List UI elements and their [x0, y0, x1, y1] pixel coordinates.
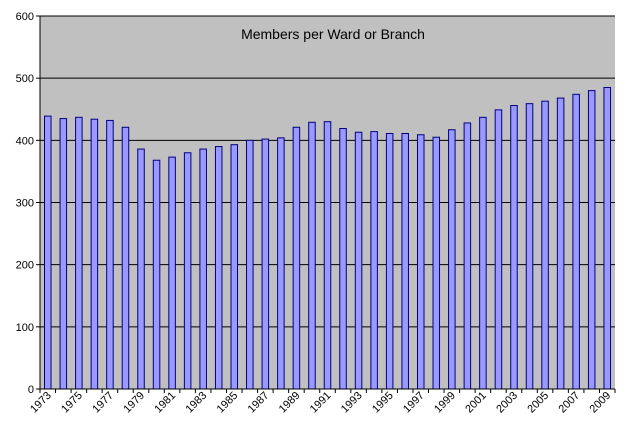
bar-2008 — [587, 90, 596, 390]
bar-2001 — [479, 116, 487, 390]
bar-1994 — [370, 131, 378, 390]
bar-1981 — [168, 156, 176, 390]
bar-2005 — [541, 100, 549, 390]
bar-1999 — [448, 129, 456, 390]
y-tick-label: 200 — [16, 260, 34, 272]
bar-2006 — [556, 97, 565, 390]
y-tick-label: 600 — [16, 11, 34, 23]
x-tick-label: 1975 — [59, 390, 85, 416]
x-tick-label: 1981 — [152, 390, 178, 416]
y-tick-label: 100 — [16, 322, 34, 334]
bar-1980 — [152, 159, 161, 390]
bar-1985 — [230, 144, 239, 390]
x-tick-label: 2009 — [588, 390, 614, 416]
x-tick-label: 1977 — [90, 390, 116, 416]
x-tick-label: 1985 — [215, 390, 241, 416]
bar-1986 — [246, 139, 254, 390]
x-tick-label: 2001 — [463, 390, 489, 416]
bar-1979 — [137, 148, 145, 390]
x-tick-label: 2003 — [494, 390, 520, 416]
bar-1990 — [308, 121, 316, 390]
x-tick-labels: 1973 1975 1977 1979 1981 1983 1985 1987 1989 1991… — [28, 390, 613, 416]
bar-1998 — [432, 136, 441, 390]
x-tick-label: 1989 — [277, 390, 303, 416]
bar-1992 — [339, 128, 347, 390]
bar-1987 — [261, 138, 270, 390]
chart-title: Members per Ward or Branch — [241, 26, 425, 42]
bars — [44, 86, 611, 390]
x-tick-label: 1995 — [370, 390, 396, 416]
bar-1993 — [354, 131, 363, 390]
axes — [39, 16, 616, 393]
bar-1989 — [292, 126, 301, 390]
x-tick-label: 1991 — [308, 390, 334, 416]
bar-1974 — [59, 118, 68, 390]
bar-2002 — [494, 109, 503, 390]
bar-2003 — [510, 105, 518, 390]
x-tick-label: 1987 — [246, 390, 272, 416]
bar-2009 — [603, 86, 611, 390]
bar-1976 — [90, 118, 99, 390]
bar-1973 — [44, 115, 52, 390]
y-tick-labels: 0 100 200 300 400 500 600 — [16, 11, 34, 396]
bar-2007 — [572, 93, 580, 390]
x-tick-label: 2007 — [556, 390, 582, 416]
bar-1983 — [199, 148, 207, 390]
bar-1982 — [183, 152, 192, 390]
y-tick-label: 300 — [16, 198, 34, 210]
bar-2004 — [525, 103, 534, 390]
x-tick-label: 1997 — [401, 390, 427, 416]
bar-1975 — [75, 116, 83, 390]
x-tick-label: 2005 — [525, 390, 551, 416]
y-tick-label: 0 — [28, 384, 34, 396]
x-tick-label: 1999 — [432, 390, 458, 416]
bar-1977 — [106, 119, 114, 390]
x-tick-label: 1979 — [121, 390, 147, 416]
bar-2000 — [463, 122, 472, 390]
bar-1984 — [214, 146, 223, 390]
y-tick-label: 500 — [16, 73, 34, 85]
x-tick-label: 1983 — [183, 390, 209, 416]
bar-1997 — [416, 134, 425, 390]
bar-1996 — [401, 132, 409, 390]
bar-1988 — [277, 137, 285, 390]
bar-1995 — [385, 132, 394, 390]
bar-1991 — [323, 121, 332, 390]
bar-1978 — [121, 126, 130, 390]
x-tick-label: 1993 — [339, 390, 365, 416]
y-tick-label: 400 — [16, 135, 34, 147]
